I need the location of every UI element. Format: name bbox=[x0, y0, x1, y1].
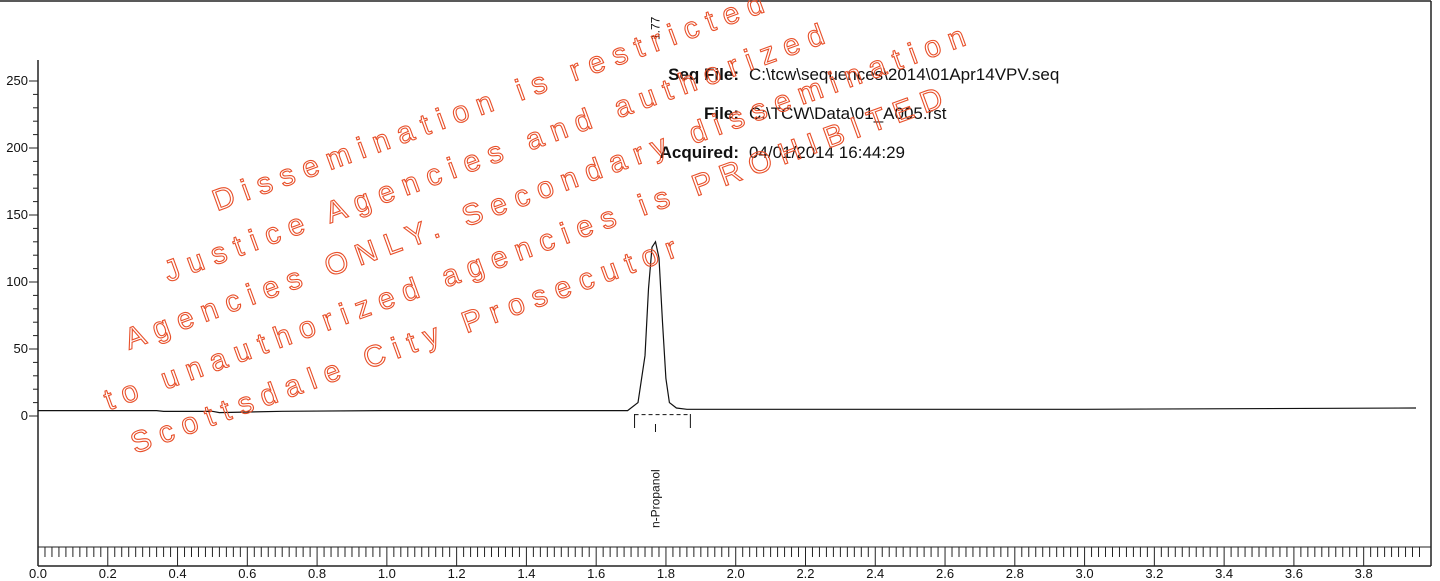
x-tick-label: 3.6 bbox=[1285, 566, 1303, 581]
x-tick-label: 1.2 bbox=[448, 566, 466, 581]
seq-file-label: Seq File: bbox=[668, 65, 739, 84]
x-tick-label: 2.2 bbox=[796, 566, 814, 581]
x-tick-label: 1.6 bbox=[587, 566, 605, 581]
x-tick-label: 1.4 bbox=[517, 566, 535, 581]
x-tick-label: 0.8 bbox=[308, 566, 326, 581]
acquired-label: Acquired: bbox=[660, 143, 739, 162]
y-tick-label: 0 bbox=[21, 408, 28, 423]
chromatogram-trace bbox=[38, 240, 1417, 414]
x-tick-label: 3.8 bbox=[1355, 566, 1373, 581]
peak-retention-time-label: 1.77 bbox=[648, 16, 662, 40]
x-tick-label: 2.4 bbox=[866, 566, 884, 581]
y-axis-ticks: 0 50 100 150 200 250 bbox=[6, 73, 38, 423]
watermark: Dissemination is restricted Justice Agen… bbox=[99, 0, 979, 461]
file-label: File: bbox=[704, 104, 739, 123]
y-tick-label: 200 bbox=[6, 140, 28, 155]
y-tick-label: 50 bbox=[14, 341, 28, 356]
x-tick-label: 2.0 bbox=[727, 566, 745, 581]
x-tick-label: 0.6 bbox=[238, 566, 256, 581]
x-axis-ticks: 0.0 0.2 0.4 0.6 0.8 1.0 1.2 1.4 1.6 1.8 2.0 2.2 2.4 2… bbox=[29, 546, 1431, 581]
y-tick-label: 250 bbox=[6, 73, 28, 88]
x-tick-label: 1.0 bbox=[378, 566, 396, 581]
file-value: C:\TCW\Data\01_A005.rst bbox=[749, 104, 947, 123]
y-tick-label: 150 bbox=[6, 207, 28, 222]
x-tick-label: 2.8 bbox=[1006, 566, 1024, 581]
acquired-value: 04/01/2014 16:44:29 bbox=[749, 143, 905, 162]
x-tick-label: 0.4 bbox=[169, 566, 187, 581]
x-tick-label: 2.6 bbox=[936, 566, 954, 581]
peak-name-label: n-Propanol bbox=[648, 469, 662, 528]
seq-file-value: C:\tcw\sequences\2014\01Apr14VPV.seq bbox=[749, 65, 1059, 84]
x-tick-label: 3.2 bbox=[1145, 566, 1163, 581]
y-tick-label: 100 bbox=[6, 274, 28, 289]
x-tick-label: 1.8 bbox=[657, 566, 675, 581]
x-tick-label: 3.0 bbox=[1076, 566, 1094, 581]
x-tick-label: 3.4 bbox=[1215, 566, 1233, 581]
x-tick-label: 0.0 bbox=[29, 566, 47, 581]
x-tick-label: 0.2 bbox=[99, 566, 117, 581]
sample-info: Seq File: C:\tcw\sequences\2014\01Apr14V… bbox=[660, 65, 1060, 162]
